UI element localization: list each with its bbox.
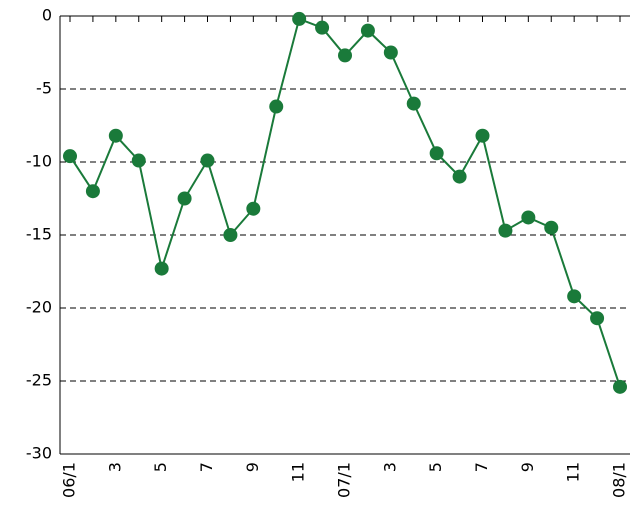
marker [475,128,490,143]
x-tick-label: 07/1 [335,462,354,498]
marker [292,11,307,26]
x-tick-label: 9 [243,462,262,472]
marker [521,210,536,225]
marker [85,184,100,199]
line [69,17,621,388]
marker [590,311,605,326]
marker [360,23,375,38]
marker [63,149,77,164]
marker [452,169,467,184]
marker [269,99,284,114]
marker [131,153,146,168]
marker [223,228,238,242]
marker [315,20,330,35]
marker [429,146,444,161]
marker [177,191,192,206]
x-tick-label: 11 [564,462,583,482]
y-tick-label: -25 [26,371,52,390]
marker [108,128,123,143]
y-tick-label: -30 [26,444,52,463]
marker [246,201,261,216]
x-tick-label: 5 [151,462,170,472]
marker [544,220,559,235]
marker [567,289,582,304]
y-tick-label: -15 [26,225,52,244]
x-tick-label: 3 [380,462,399,472]
x-tick-label: 3 [105,462,124,472]
marker [498,223,513,238]
marker [154,261,169,276]
marker [338,48,352,63]
x-tick-label: 11 [289,462,308,482]
y-tick-label: -10 [26,152,52,171]
marker [200,153,215,168]
x-tick-label: 7 [472,462,491,472]
x-tick-label: 06/1 [60,462,79,498]
x-tick-label: 5 [426,462,445,472]
x-tick-label: 7 [197,462,216,472]
x-tick-label: 08/1 [610,462,629,498]
y-tick-label: -5 [36,79,52,98]
marker [383,45,398,60]
x-tick-label: 9 [518,462,537,472]
y-tick-label: -20 [26,298,52,317]
y-tick-label: 0 [42,6,52,25]
marker [613,379,627,394]
marker [406,96,421,111]
